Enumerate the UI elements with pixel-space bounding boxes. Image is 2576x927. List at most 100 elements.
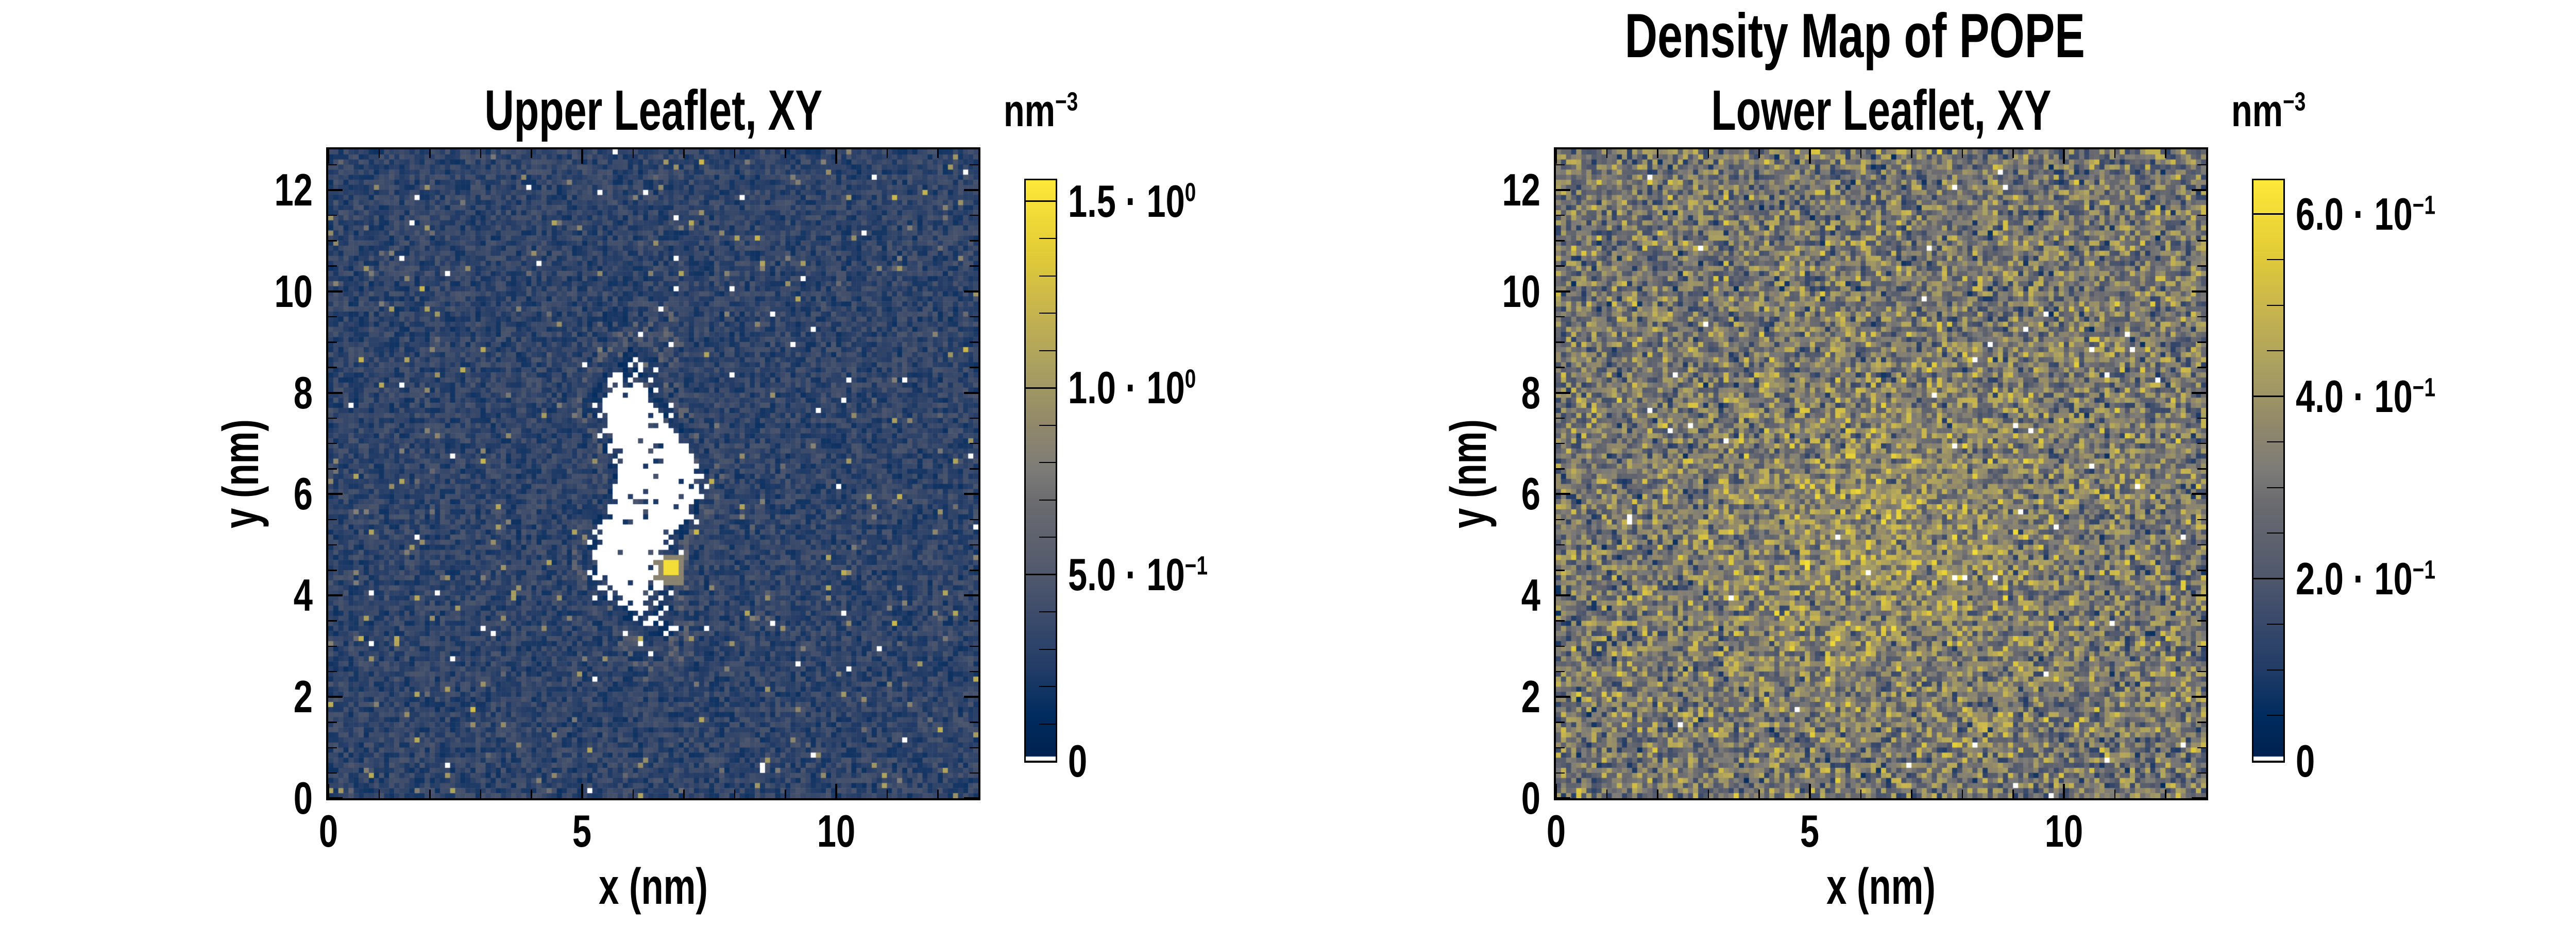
colorbar-tick-mark xyxy=(1026,200,1056,202)
tick-mark xyxy=(328,620,337,622)
tick-mark xyxy=(2197,367,2206,368)
colorbar-tick-mark xyxy=(1026,387,1056,389)
tick-mark xyxy=(328,341,337,343)
tick-mark xyxy=(1808,784,1811,798)
tick-mark xyxy=(328,544,337,546)
colorbar-minor-tick xyxy=(1039,648,1056,650)
tick-mark xyxy=(2197,316,2206,318)
tick-mark xyxy=(2192,493,2206,495)
tick-mark xyxy=(683,789,685,798)
tick-mark xyxy=(964,290,978,293)
tick-mark xyxy=(581,784,583,798)
colorbar-minor-tick xyxy=(1039,424,1056,426)
exponent: −1 xyxy=(2412,555,2436,585)
tick-mark xyxy=(1556,696,1570,698)
colorbar-minor-tick xyxy=(2267,533,2283,534)
colorbar-tick-mark xyxy=(2253,578,2283,580)
tick-mark xyxy=(2062,784,2065,798)
tick-mark xyxy=(328,417,337,419)
tick-label: 1.0 · 100 xyxy=(1068,362,1196,414)
tick-mark xyxy=(1606,149,1608,158)
colorbar-upper-leaflet xyxy=(1024,179,1057,763)
tick-mark xyxy=(970,214,978,216)
tick-mark xyxy=(1860,149,1862,158)
colorbar-tick-mark xyxy=(2253,396,2283,398)
tick-mark xyxy=(2197,722,2206,723)
tick-mark xyxy=(2114,789,2116,798)
colorbar-minor-tick xyxy=(2267,350,2283,352)
colorbar-gradient-lower-leaflet xyxy=(2253,180,2283,761)
tick-mark xyxy=(2192,290,2206,293)
tick-mark xyxy=(886,789,888,798)
tick-mark xyxy=(1556,265,1565,267)
tick-mark xyxy=(2197,468,2206,470)
tick-mark xyxy=(328,671,337,673)
tick-mark xyxy=(1606,789,1608,798)
tick-mark xyxy=(1860,789,1862,798)
tick-mark xyxy=(1556,391,1570,394)
tick-mark xyxy=(1556,620,1565,622)
tick-mark xyxy=(328,570,337,571)
tick-mark xyxy=(970,164,978,166)
panel-title-lower-leaflet: Lower Leaflet, XY xyxy=(1710,79,2052,142)
tick-label: 5 xyxy=(1800,805,1820,856)
tick-mark xyxy=(970,620,978,622)
colorbar-tick-mark xyxy=(1026,760,1056,762)
tick-mark xyxy=(328,240,337,242)
tick-mark xyxy=(328,188,343,191)
tick-mark xyxy=(328,442,337,444)
tick-label: 12 xyxy=(274,164,313,215)
tick-mark xyxy=(328,214,337,216)
tick-label: 10 xyxy=(274,265,313,317)
tick-mark xyxy=(970,671,978,673)
tick-mark xyxy=(970,722,978,723)
heatmap-lower-leaflet xyxy=(1554,147,2208,800)
x-axis-label-lower-leaflet: x (nm) xyxy=(1826,858,1936,915)
colorbar-minor-tick xyxy=(2267,715,2283,716)
tick-mark xyxy=(1556,240,1565,242)
tick-mark xyxy=(328,747,337,749)
colorbar-minor-tick xyxy=(1039,611,1056,613)
tick-mark xyxy=(429,149,431,158)
tick-label: 0 xyxy=(1521,772,1540,823)
tick-mark xyxy=(1808,149,1811,164)
tick-mark xyxy=(1556,442,1565,444)
tick-mark xyxy=(1657,789,1658,798)
colorbar-tick-mark xyxy=(2253,760,2283,762)
colorbar-minor-tick xyxy=(1039,537,1056,538)
colorbar-minor-tick xyxy=(2267,304,2283,306)
tick-mark xyxy=(2192,188,2206,191)
tick-label: 6 xyxy=(293,468,313,520)
tick-mark xyxy=(937,149,939,158)
exponent: −1 xyxy=(2412,372,2436,402)
tick-label: 8 xyxy=(293,367,313,418)
tick-mark xyxy=(429,789,431,798)
tick-label: 10 xyxy=(1502,265,1540,317)
heatmap-upper-leaflet xyxy=(326,147,980,800)
tick-mark xyxy=(970,417,978,419)
tick-label: 0 xyxy=(2296,735,2315,786)
panel-title-upper-leaflet: Upper Leaflet, XY xyxy=(484,79,822,142)
tick-mark xyxy=(1556,367,1565,368)
colorbar-tick-mark xyxy=(2253,213,2283,215)
tick-label: 4 xyxy=(293,570,313,621)
tick-mark xyxy=(2192,391,2206,394)
tick-mark xyxy=(531,789,532,798)
tick-mark xyxy=(970,341,978,343)
tick-label: 4.0 · 10−1 xyxy=(2296,370,2436,422)
tick-mark xyxy=(328,645,337,647)
tick-label: 10 xyxy=(817,805,856,856)
tick-label: 0 xyxy=(318,805,338,856)
colorbar-minor-tick xyxy=(2267,669,2283,671)
tick-mark xyxy=(1556,722,1565,723)
tick-mark xyxy=(1758,149,1760,158)
tick-mark xyxy=(1556,341,1565,343)
colorbar-minor-tick xyxy=(1039,462,1056,464)
tick-mark xyxy=(328,493,343,495)
tick-mark xyxy=(970,442,978,444)
tick-mark xyxy=(2192,696,2206,698)
tick-mark xyxy=(328,594,343,597)
tick-mark xyxy=(1556,468,1565,470)
tick-mark xyxy=(1556,570,1565,571)
tick-mark xyxy=(1556,214,1565,216)
